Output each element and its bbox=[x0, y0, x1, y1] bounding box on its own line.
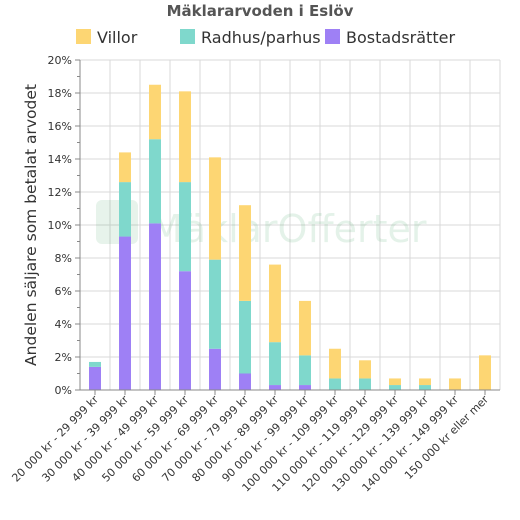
bars bbox=[89, 84, 491, 390]
bar-segment-villor bbox=[239, 205, 251, 301]
y-tick-label: 6% bbox=[55, 285, 72, 298]
bar-segment-bostadsr-tter bbox=[179, 271, 191, 390]
bar-segment-bostadsr-tter bbox=[149, 223, 161, 390]
bar-segment-radhus-parhus bbox=[149, 139, 161, 224]
bar-segment-radhus-parhus bbox=[419, 385, 431, 390]
bar-segment-villor bbox=[299, 300, 311, 356]
legend-swatch-villor bbox=[76, 29, 91, 44]
bar-segment-villor bbox=[269, 264, 281, 343]
y-tick-label: 20% bbox=[48, 54, 72, 67]
bar-segment-bostadsr-tter bbox=[239, 373, 251, 390]
y-tick-label: 2% bbox=[55, 351, 72, 364]
bar-segment-radhus-parhus bbox=[329, 378, 341, 390]
y-tick-label: 8% bbox=[55, 252, 72, 265]
legend-label-villor: Villor bbox=[97, 28, 138, 47]
bar-segment-villor bbox=[119, 152, 131, 183]
bar-segment-villor bbox=[419, 378, 431, 386]
bar-segment-villor bbox=[449, 378, 461, 390]
bar-segment-villor bbox=[479, 355, 491, 390]
chart-title: Mäklararvoden i Eslöv bbox=[167, 2, 354, 20]
bar-segment-radhus-parhus bbox=[269, 342, 281, 386]
legend-swatch-radhus bbox=[180, 29, 195, 44]
bar-segment-villor bbox=[209, 157, 221, 260]
bar-segment-bostadsr-tter bbox=[89, 366, 101, 390]
bar-segment-radhus-parhus bbox=[389, 385, 401, 390]
bar-segment-bostadsr-tter bbox=[299, 385, 311, 390]
bar-segment-radhus-parhus bbox=[89, 361, 101, 367]
y-tick-label: 0% bbox=[55, 384, 72, 397]
y-tick-label: 16% bbox=[48, 120, 72, 133]
y-tick-labels: 0% 2% 4% 6% 8% 10% 12% 14% 16% 18% 20% bbox=[48, 54, 72, 397]
watermark-text: MäklarOfferter bbox=[150, 207, 427, 251]
y-tick-label: 14% bbox=[48, 153, 72, 166]
bar-segment-villor bbox=[179, 91, 191, 183]
watermark-logo-icon bbox=[96, 200, 138, 244]
bar-segment-villor bbox=[359, 360, 371, 379]
y-axis-label: Andelen säljare som betalat arvodet bbox=[22, 84, 40, 366]
bar-segment-villor bbox=[329, 348, 341, 379]
bar-segment-bostadsr-tter bbox=[209, 348, 221, 390]
y-tick-label: 18% bbox=[48, 87, 72, 100]
legend-label-bostadsratter: Bostadsrätter bbox=[346, 28, 455, 47]
bar-segment-radhus-parhus bbox=[239, 300, 251, 374]
bar-segment-bostadsr-tter bbox=[269, 385, 281, 390]
bar-segment-radhus-parhus bbox=[209, 259, 221, 349]
bar-segment-villor bbox=[389, 378, 401, 386]
bar-segment-villor bbox=[149, 84, 161, 140]
legend-swatch-bostadsratter bbox=[325, 29, 340, 44]
y-tick-label: 10% bbox=[48, 219, 72, 232]
bar-segment-radhus-parhus bbox=[179, 182, 191, 272]
legend: Villor Radhus/parhus Bostadsrätter bbox=[76, 28, 455, 47]
y-tick-label: 12% bbox=[48, 186, 72, 199]
bar-segment-radhus-parhus bbox=[299, 355, 311, 386]
bar-segment-radhus-parhus bbox=[119, 182, 131, 237]
y-tick-label: 4% bbox=[55, 318, 72, 331]
axes bbox=[79, 60, 500, 395]
grid bbox=[75, 59, 501, 391]
bar-segment-radhus-parhus bbox=[359, 378, 371, 390]
bar-segment-bostadsr-tter bbox=[119, 236, 131, 390]
legend-label-radhus: Radhus/parhus bbox=[201, 28, 321, 47]
